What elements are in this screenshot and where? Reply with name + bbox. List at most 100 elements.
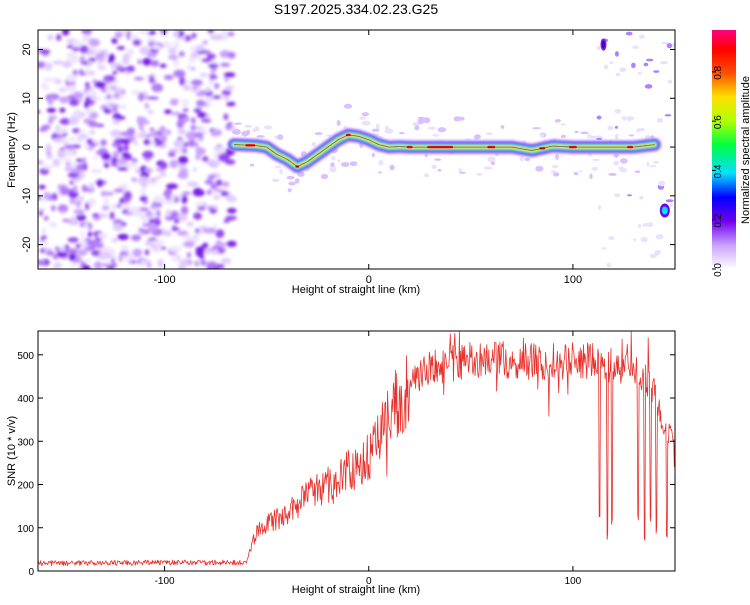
noise-blob xyxy=(211,159,221,167)
halo-blob xyxy=(320,173,329,180)
right-edge-feature-core xyxy=(661,206,668,215)
y-tick-label: 0 xyxy=(28,567,34,578)
noise-blob xyxy=(165,129,172,135)
late-blob xyxy=(614,126,619,129)
noise-blob xyxy=(169,159,179,169)
noise-blob xyxy=(121,58,130,65)
halo-blob xyxy=(349,161,358,167)
noise-blob xyxy=(77,212,83,216)
noise-blob xyxy=(69,98,80,107)
halo-blob xyxy=(550,170,557,174)
y-tick-label: 10 xyxy=(21,92,33,104)
noise-blob xyxy=(54,262,62,269)
noise-blob xyxy=(70,163,78,167)
noise-blob xyxy=(78,69,84,75)
noise-blob xyxy=(117,145,124,153)
late-blob xyxy=(619,167,627,173)
noise-blob xyxy=(85,82,90,88)
noise-blob xyxy=(46,107,57,113)
noise-blob xyxy=(196,112,209,118)
halo-blob xyxy=(375,123,380,130)
halo-blob xyxy=(279,168,283,175)
noise-blob xyxy=(129,259,138,264)
halo-blob xyxy=(519,155,524,162)
noise-blob xyxy=(152,139,164,147)
noise-blob xyxy=(97,232,108,239)
noise-blob xyxy=(159,63,167,68)
late-blob xyxy=(671,42,675,48)
noise-blob xyxy=(85,259,91,263)
snr-line xyxy=(38,331,675,567)
noise-blob xyxy=(111,38,118,44)
halo-blob xyxy=(249,163,255,167)
noise-blob xyxy=(81,184,87,193)
noise-blob xyxy=(214,83,220,89)
noise-blob xyxy=(191,117,196,124)
noise-blob xyxy=(206,53,216,60)
late-blob xyxy=(614,109,622,114)
noise-blob xyxy=(162,229,172,237)
noise-blob xyxy=(131,177,138,183)
late-blob xyxy=(596,45,601,51)
noise-blob xyxy=(181,117,191,122)
late-blob xyxy=(614,193,621,198)
late-blob xyxy=(644,84,653,89)
late-blob xyxy=(653,70,660,73)
noise-blob xyxy=(47,96,54,106)
colorbar-tick-label: 0.4 xyxy=(713,164,724,178)
halo-blob xyxy=(244,124,253,128)
halo-blob xyxy=(578,170,583,173)
noise-blob xyxy=(186,221,195,227)
noise-blob xyxy=(187,139,196,148)
noise-blob xyxy=(211,95,223,99)
noise-blob xyxy=(93,217,99,221)
noise-blob xyxy=(138,92,144,102)
noise-blob xyxy=(130,234,142,241)
noise-blob xyxy=(119,104,127,110)
noise-blob xyxy=(38,184,46,190)
noise-blob xyxy=(137,176,149,186)
noise-blob xyxy=(100,190,107,197)
noise-blob xyxy=(79,238,87,247)
late-blob xyxy=(631,62,636,68)
noise-blob xyxy=(171,257,180,261)
noise-blob xyxy=(108,53,115,63)
noise-blob xyxy=(168,55,179,60)
noise-blob xyxy=(176,119,184,129)
halo-blob xyxy=(554,119,561,123)
noise-blob xyxy=(112,151,120,158)
colorbar-tick-label: 0.0 xyxy=(713,263,724,277)
late-blob xyxy=(601,247,607,250)
noise-blob xyxy=(47,34,54,41)
noise-blob xyxy=(75,249,85,253)
noise-blob xyxy=(145,210,153,217)
noise-blob xyxy=(116,161,123,166)
noise-blob xyxy=(195,44,205,52)
noise-blob xyxy=(142,150,154,159)
halo-blob xyxy=(326,134,332,137)
noise-blob xyxy=(132,211,145,218)
noise-blob xyxy=(163,74,174,81)
noise-blob xyxy=(85,107,93,115)
y-tick-label: 200 xyxy=(17,481,34,492)
halo-blob xyxy=(560,123,566,126)
late-blob xyxy=(627,194,632,197)
halo-blob xyxy=(486,132,493,136)
noise-blob xyxy=(128,34,138,38)
halo-blob xyxy=(535,165,544,172)
noise-blob xyxy=(107,84,117,88)
noise-blob xyxy=(65,74,78,83)
noise-blob xyxy=(205,227,217,234)
ridge-band xyxy=(229,130,659,171)
noise-blob xyxy=(192,86,199,91)
noise-blob xyxy=(195,228,200,233)
spectrogram-frame xyxy=(37,29,676,270)
noise-blob xyxy=(152,195,165,203)
late-blob xyxy=(637,223,642,229)
noise-blob xyxy=(173,40,180,50)
halo-blob xyxy=(432,134,439,137)
noise-blob xyxy=(120,244,130,253)
noise-blob xyxy=(88,239,100,248)
noise-blob xyxy=(222,181,230,187)
